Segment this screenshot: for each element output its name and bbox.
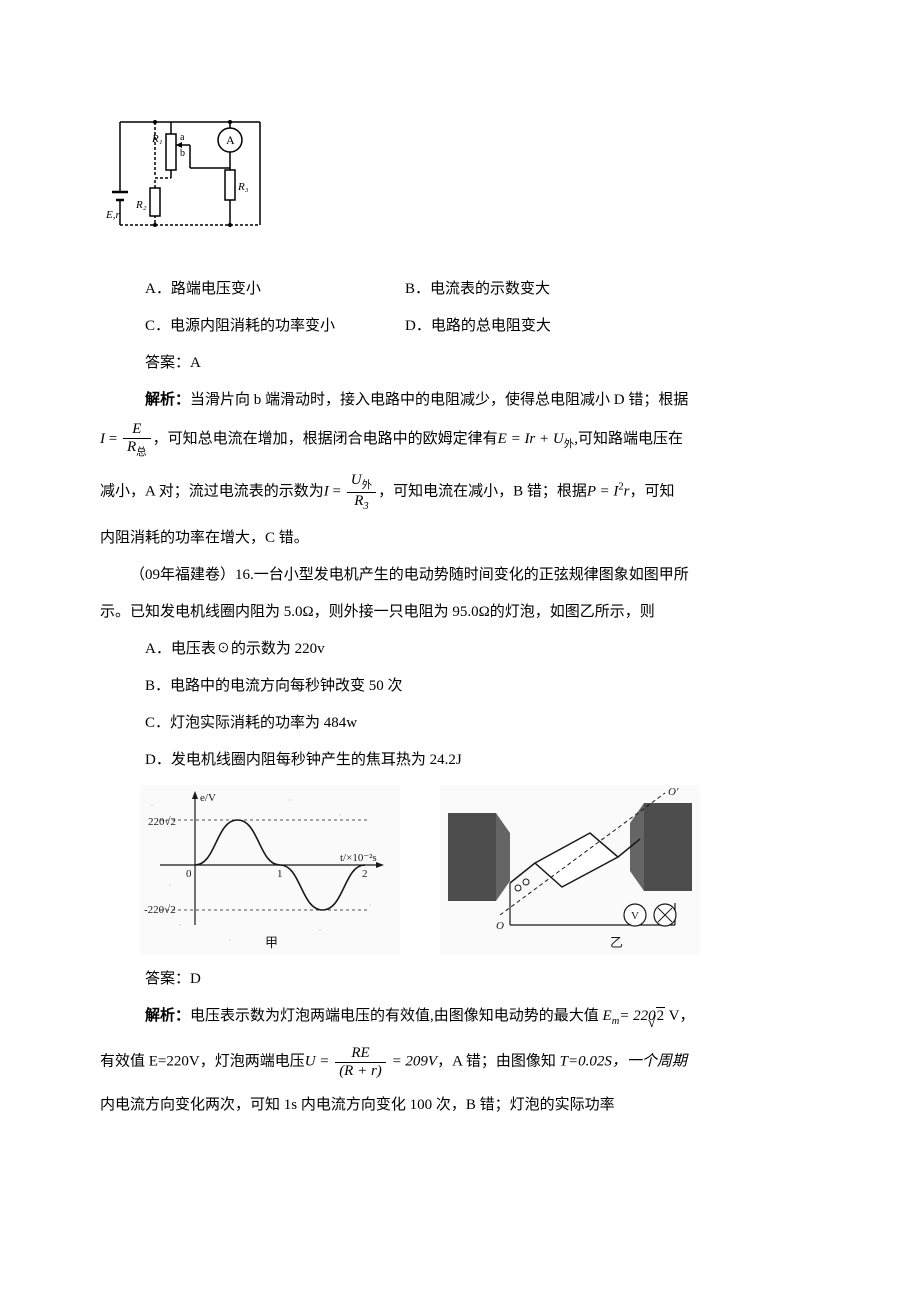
frac1-num: E [123,421,151,439]
q1-answer: 答案：A [100,347,820,380]
q1-a1c: ,可知路端电压在 [574,431,683,447]
gen-caption: 乙 [610,935,623,950]
chart-caption: 甲 [265,935,278,950]
q1-optA: A．路端电压变小 [145,273,405,306]
q1-opts-row2: C．电源内阻消耗的功率变小 D．电路的总电阻变大 [100,310,820,343]
q1-a2c: ，可知 [629,484,674,500]
label-R1: R₁ [151,133,163,145]
q1-optB: B．电流表的示数变大 [405,273,820,306]
label-A: A [226,133,235,147]
frac2-num-sub: 外 [362,480,373,491]
q1-analysis-line1: 解析：当滑片向 b 端滑动时，接入电路中的电阻减少，使得总电阻减小 D 错；根据 [100,384,820,417]
U-rhs: = 209V [392,1054,438,1070]
q1-a2b: ，可知电流在减小，B 错；根据 [378,484,587,500]
chart-yp: 220√2 [148,816,176,828]
frac2-den-sub: 3 [363,501,368,512]
magnet-left [448,813,510,901]
Em-label: E [603,1008,612,1024]
label-a: a [180,132,185,143]
q2-answer: 答案：D [100,963,820,996]
chart-x2: 2 [362,868,368,880]
chart-origin: 0 [186,868,192,880]
gen-Oprime: O' [668,786,679,798]
q1-analysis-line2: I = ER总，可知总电流在增加，根据闭合电路中的欧姆定律有E = Ir + U… [100,421,820,458]
label-Er: E,r [105,209,120,221]
q2-optD: D．发电机线圈内阻每秒钟产生的焦耳热为 24.2J [100,744,820,777]
chart-ylabel: e/V [200,792,216,804]
chart-xlabel: t/×10⁻²s [340,852,377,864]
q2-analysis-head: 解析： [145,1008,190,1024]
chart-yn: -220√2 [144,904,176,916]
formulaP: P = I [587,484,619,500]
sine-chart: 220√2 -220√2 0 1 2 t/×10⁻²s e/V 甲 [140,785,400,955]
q2-a2a: 有效值 E=220V，灯泡两端电压 [100,1054,305,1070]
q2-analysis-line2: 有效值 E=220V，灯泡两端电压U = RE(R + r) = 209V，A … [100,1045,820,1079]
q1-analysis-line4: 内阻消耗的功率在增大，C 错。 [100,522,820,555]
Em-unit: V， [665,1008,694,1024]
q2-analysis-line3: 内电流方向变化两次，可知 1s 内电流方向变化 100 次，B 错；灯泡的实际功… [100,1089,820,1122]
magnet-right [630,803,692,891]
q1-analysis-line3: 减小，A 对；流过电流表的示数为I = U外R3，可知电流在减小，B 错；根据P… [100,472,820,512]
q2-optA: A．电压表☉的示数为 220v [100,633,820,666]
gen-O: O [496,920,504,932]
label-R3: R₃ [237,181,249,193]
label-R2: R₂ [135,199,147,211]
q1-a2a: 减小，A 对；流过电流表的示数为 [100,484,324,500]
circuit-diagram: E,r R₂ a b R₁ A R₃ [100,110,280,250]
formulaE-sub: 外 [564,439,575,450]
voltmeter-label: V [631,910,639,922]
fracU-den: (R + r) [335,1063,386,1080]
label-b: b [180,148,185,159]
q1-optD: D．电路的总电阻变大 [405,310,820,343]
page-root: E,r R₂ a b R₁ A R₃ [0,0,920,1166]
U-lhs: U = [305,1054,330,1070]
q2-a1a: 电压表示数为灯泡两端电压的有效值,由图像知电动势的最大值 [190,1008,603,1024]
formulaE: E = Ir + U [498,431,564,447]
q2-stem1: （09年福建卷）16.一台小型发电机产生的电动势随时间变化的正弦规律图象如图甲所 [100,559,820,592]
q2-optB: B．电路中的电流方向每秒钟改变 50 次 [100,670,820,703]
frac1-den: R [127,439,136,455]
T-eq: T=0.02S，一个周期 [556,1054,687,1070]
chart-x1: 1 [277,868,283,880]
analysis-head: 解析： [145,392,190,408]
q2-stem2: 示。已知发电机线圈内阻为 5.0Ω，则外接一只电阻为 95.0Ω的灯泡，如图乙所… [100,596,820,629]
frac1-den-sub: 总 [136,447,147,458]
q1-a1b: ，可知总电流在增加，根据闭合电路中的欧姆定律有 [153,431,498,447]
q1-opts-row1: A．路端电压变小 B．电流表的示数变大 [100,273,820,306]
frac2-num: U [351,472,362,488]
generator-diagram: O O' V 乙 [440,785,700,955]
q1-optC: C．电源内阻消耗的功率变小 [145,310,405,343]
fracU-num: RE [335,1045,386,1063]
frac2-den: R [354,493,363,509]
q2-analysis-line1: 解析：电压表示数为灯泡两端电压的有效值,由图像知电动势的最大值 Em= 2202… [100,1000,820,1033]
q2-a2b: ，A 错；由图像知 [437,1054,556,1070]
q1-a1a: 当滑片向 b 端滑动时，接入电路中的电阻减少，使得总电阻减小 D 错；根据 [190,392,688,408]
q2-optC: C．灯泡实际消耗的功率为 484w [100,707,820,740]
figures-row: 220√2 -220√2 0 1 2 t/×10⁻²s e/V 甲 [140,785,820,955]
